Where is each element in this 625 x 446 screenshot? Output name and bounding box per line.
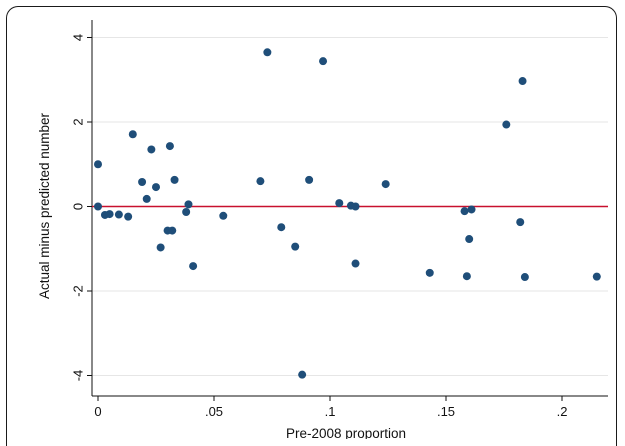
data-point [152, 183, 160, 192]
y-tick-label: 4 [70, 34, 85, 41]
data-point [94, 202, 102, 211]
data-point [319, 57, 328, 66]
data-point [520, 273, 529, 282]
data-point [147, 145, 156, 154]
x-tick-label: .2 [557, 404, 568, 419]
data-point [381, 180, 390, 189]
data-point [516, 218, 525, 227]
y-tick-label: 0 [70, 203, 85, 210]
data-point [142, 194, 151, 203]
data-point [465, 235, 474, 244]
x-tick-label: 0 [94, 404, 101, 419]
data-points [94, 48, 601, 379]
y-axis-title: Actual minus predicted number [37, 112, 52, 299]
data-point [305, 175, 314, 184]
data-point [138, 177, 147, 186]
data-point [425, 268, 434, 277]
data-point [165, 142, 174, 151]
x-tick-label: .05 [205, 404, 223, 419]
data-point [184, 200, 193, 209]
data-point [168, 226, 177, 235]
data-point [467, 205, 476, 214]
data-point [462, 272, 471, 281]
data-point [351, 259, 360, 268]
data-point [219, 211, 228, 220]
x-tick-label: .15 [437, 404, 455, 419]
data-point [256, 177, 265, 186]
data-point [124, 212, 133, 221]
chart-frame [6, 6, 617, 446]
data-point [335, 199, 344, 208]
grid-lines [92, 37, 608, 376]
data-point [156, 243, 165, 252]
data-point [298, 370, 307, 379]
y-tick-label: -2 [70, 285, 85, 297]
tick-labels: -4 -2 0 2 4 0 .05 .1 .15 .2 [70, 34, 567, 419]
data-point [182, 207, 191, 216]
data-point [94, 160, 102, 169]
data-point [351, 202, 360, 211]
x-tick-label: .1 [325, 404, 336, 419]
data-point [263, 48, 272, 57]
data-point [105, 210, 114, 219]
data-point [502, 120, 511, 129]
data-point [170, 175, 179, 184]
data-point [518, 77, 527, 86]
data-point [128, 130, 137, 139]
data-point [114, 210, 123, 219]
data-point [189, 262, 198, 271]
data-point [291, 242, 300, 251]
y-tick-label: -4 [70, 370, 85, 382]
data-point [460, 207, 469, 216]
axes [87, 20, 608, 401]
data-point [592, 272, 601, 281]
x-axis-title: Pre-2008 proportion [286, 426, 406, 439]
data-point [277, 223, 286, 232]
y-tick-label: 2 [70, 118, 85, 125]
